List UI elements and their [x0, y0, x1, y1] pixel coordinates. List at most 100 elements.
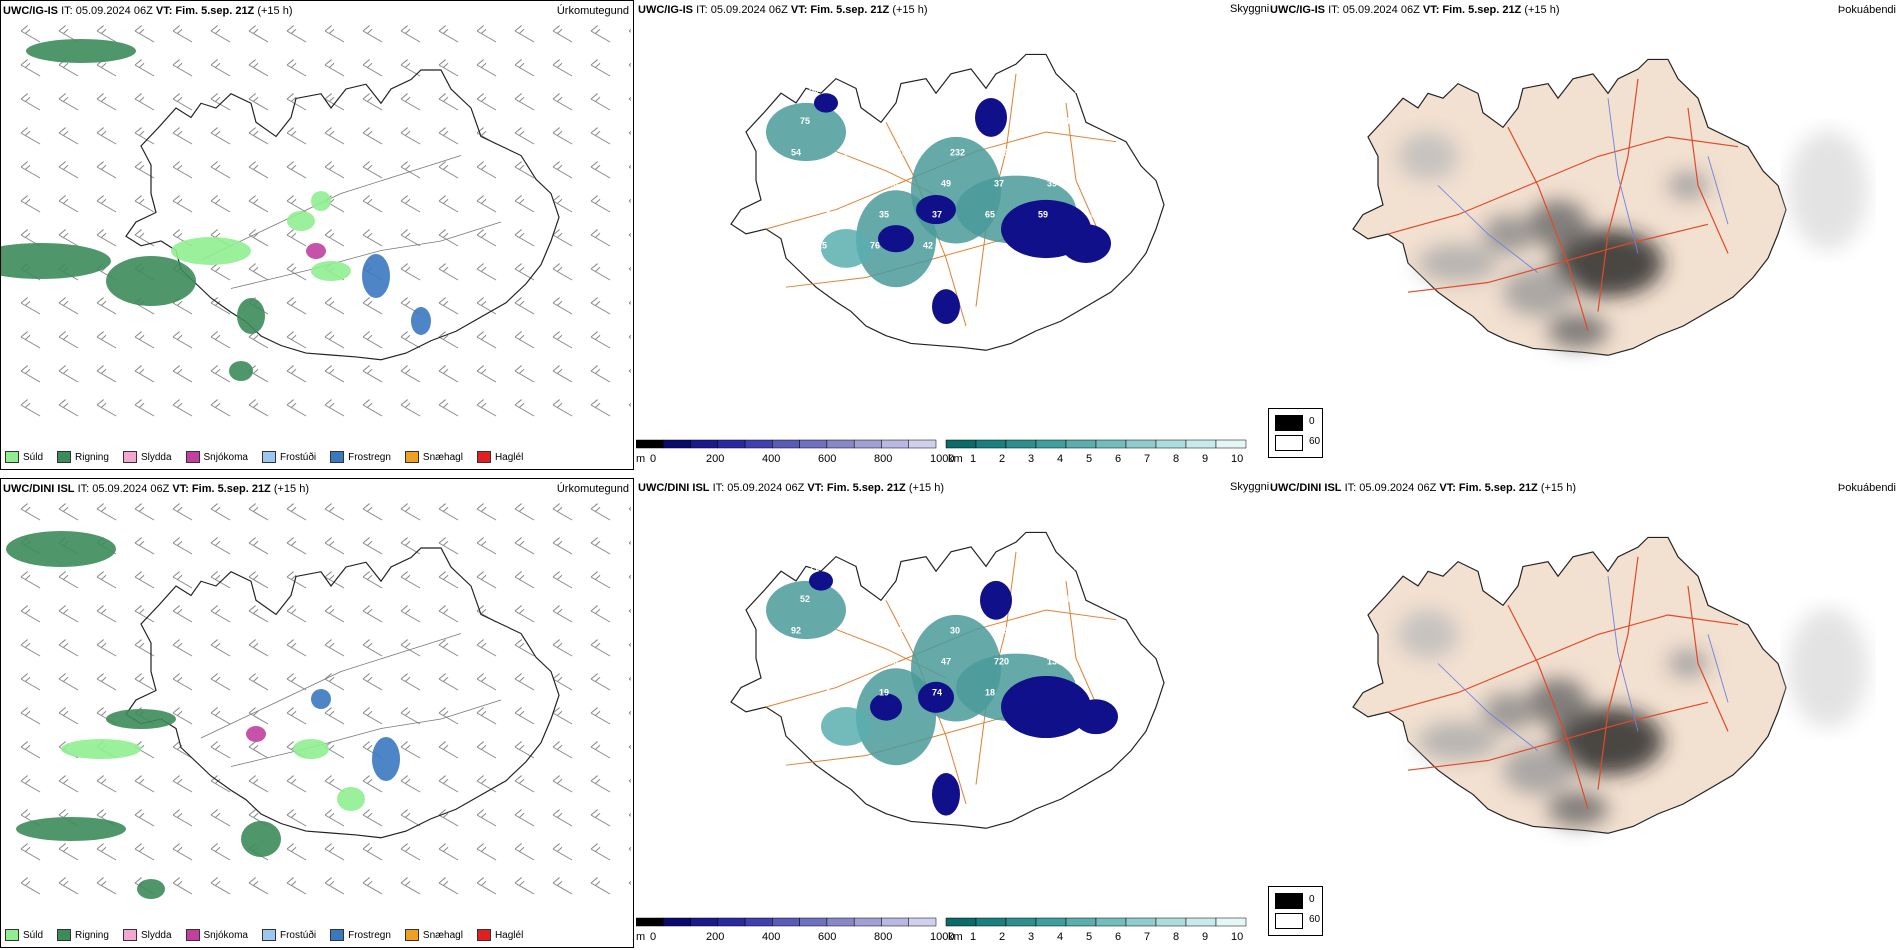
ceiling-label: 130 [1047, 656, 1062, 666]
legend-label: Rigning [75, 929, 109, 941]
precip-area [106, 256, 196, 306]
ceiling-label: 50 [888, 656, 898, 666]
ceiling-label: 39 [826, 209, 836, 219]
model-row-1: UWC/IG-IS IT: 05.09.2024 06Z VT: Fim. 5.… [0, 0, 1900, 470]
legend-item: Frostregn [330, 451, 391, 463]
precip-legend: Súld Rigning Slydda Snjókoma Frostúði Frostre… [5, 929, 523, 941]
legend-swatch [404, 451, 419, 463]
init-time: IT: 05.09.2024 06Z [712, 482, 808, 494]
precip-legend: Súld Rigning Slydda Snjókoma Frostúði Frostre… [5, 451, 523, 463]
legend-unit: m [636, 453, 645, 465]
legend-label: Slydda [140, 929, 172, 941]
legend-label: 60 [1309, 436, 1321, 447]
ceiling-label: 34 [897, 625, 907, 635]
legend-tick: 1000 [930, 453, 954, 465]
ceiling-label: 169 [959, 594, 974, 604]
legend-tick: 0 [650, 453, 656, 465]
ceiling-label: 35 [1003, 625, 1013, 635]
legend-swatch [5, 929, 19, 941]
legend-item: Snæhagl [404, 929, 463, 941]
legend-tick: 8 [1173, 931, 1179, 943]
legend-tick: 1 [970, 453, 976, 465]
ceiling-label: 49 [835, 656, 845, 666]
ceiling-label: 42 [782, 656, 792, 666]
ceiling-label: 134 [844, 147, 859, 157]
legend-tick: 3 [1028, 931, 1034, 943]
ceiling-label: 75 [1074, 85, 1084, 95]
ceiling-label: 50 [1118, 116, 1128, 126]
legend-item: Snæhagl [404, 451, 463, 463]
ceiling-label: 69 [853, 594, 863, 604]
precip-area [26, 39, 136, 63]
ceiling-label: 84 [773, 687, 783, 697]
model-name: UWC/DINI ISL [1270, 482, 1342, 494]
ceiling-label: 204 [1127, 85, 1142, 95]
legend-item: Frostúði [261, 451, 316, 463]
ceiling-label: 142 [906, 116, 921, 126]
fog-panel: UWC/IG-IS IT: 05.09.2024 06Z VT: Fim. 5.… [1268, 0, 1900, 470]
legend-tick: 4 [1057, 453, 1063, 465]
legend-label: Slydda [140, 451, 172, 463]
legend-label: Rigning [75, 451, 109, 463]
legend-label: Haglél [494, 929, 524, 941]
ceiling-label: 40 [1021, 563, 1031, 573]
valid-time: VT: Fim. 5.sep. 21Z [1422, 4, 1522, 16]
ceiling-label: 44 [1074, 563, 1084, 573]
legend-tick: 400 [762, 931, 780, 943]
legend-label: 0 [1309, 416, 1315, 427]
precip-area [61, 739, 141, 759]
fog-map [1352, 536, 1868, 834]
ceiling-label: 52 [800, 594, 810, 604]
legend-tick: 5 [1086, 453, 1092, 465]
legend-tick: 800 [874, 453, 892, 465]
ceiling-label: 56 [1118, 594, 1128, 604]
precip-area [229, 361, 253, 381]
ceiling-label: 55 [862, 85, 872, 95]
legend-tick: 0 [650, 931, 656, 943]
valid-time: VT: Fim. 5.sep. 21Z [1439, 482, 1538, 494]
precip-area [6, 531, 116, 567]
precip-type-panel: UWC/IG-IS IT: 05.09.2024 06Z VT: Fim. 5.… [0, 0, 634, 470]
panel-title: Skyggni [1230, 481, 1270, 493]
init-time: IT: 05.09.2024 06Z [77, 483, 173, 495]
valid-time: VT: Fim. 5.sep. 21Z [807, 482, 906, 494]
ceiling-label: 13 [862, 563, 872, 573]
panel-header: UWC/IG-IS IT: 05.09.2024 06Z VT: Fim. 5.… [638, 4, 1264, 16]
legend-tick: 9 [1202, 931, 1208, 943]
ceiling-label: 39 [1109, 625, 1119, 635]
ceiling-label: 65 [985, 209, 995, 219]
precip-area [362, 254, 390, 298]
legend-tick: 7 [1144, 931, 1150, 943]
ceiling-label: 30 [950, 625, 960, 635]
precip-area [293, 739, 329, 759]
fog-legend: 0 60 [1268, 408, 1323, 458]
legend-label: Frostúði [279, 929, 317, 941]
panel-title: Úrkomutegund [556, 5, 629, 17]
legend-swatch [185, 451, 200, 463]
ceiling-label: 66 [968, 563, 978, 573]
ceiling-label: 19 [764, 241, 774, 251]
ceiling-label: 18 [985, 687, 995, 697]
ceiling-label: 58 [915, 563, 925, 573]
panel-header: UWC/DINI ISL IT: 05.09.2024 06Z VT: Fim.… [1270, 482, 1898, 494]
cloud-map: 42 50 55 80 99 31 75 204 75 70 142 55 56 45 50 54 134 158… [730, 53, 1165, 351]
legend-item: Slydda [122, 451, 172, 463]
precip-area [1, 243, 111, 279]
model-name: UWC/IG-IS [638, 4, 693, 16]
legend-tick: 10 [1231, 931, 1243, 943]
ceiling-label: 39 [1047, 178, 1057, 188]
legend-unit: km [948, 453, 963, 465]
panel-title: Þokuábendi [1837, 482, 1896, 494]
panel-header: UWC/IG-IS IT: 05.09.2024 06Z VT: Fim. 5.… [3, 5, 631, 17]
ceiling-label: 47 [941, 656, 951, 666]
precip-map [6, 503, 631, 899]
legend-item: Súld [5, 929, 43, 941]
init-time: IT: 05.09.2024 06Z [696, 4, 791, 16]
precip-area [372, 737, 400, 781]
valid-time: VT: Fim. 5.sep. 21Z [790, 4, 890, 16]
ceiling-label: 74 [932, 687, 942, 697]
ceiling-label: 33 [835, 178, 845, 188]
panel-title: Þokuábendi [1837, 4, 1896, 16]
legend-label: Súld [23, 451, 44, 463]
